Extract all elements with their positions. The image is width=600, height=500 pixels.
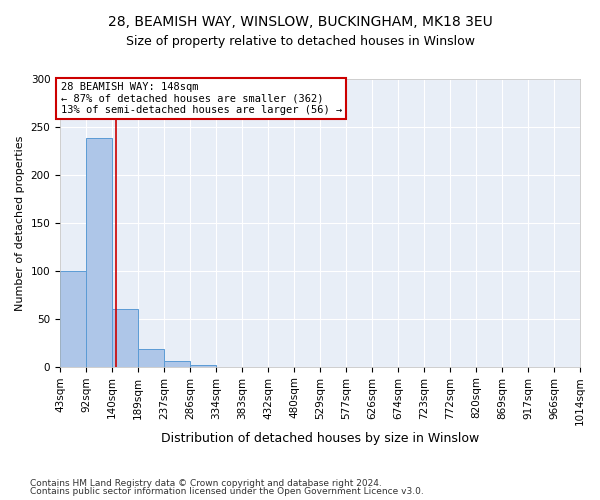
- Bar: [60, 271, 86, 366]
- Text: 28 BEAMISH WAY: 148sqm
← 87% of detached houses are smaller (362)
13% of semi-de: 28 BEAMISH WAY: 148sqm ← 87% of detached…: [61, 82, 342, 115]
- Text: 28, BEAMISH WAY, WINSLOW, BUCKINGHAM, MK18 3EU: 28, BEAMISH WAY, WINSLOW, BUCKINGHAM, MK…: [107, 15, 493, 29]
- Y-axis label: Number of detached properties: Number of detached properties: [15, 135, 25, 310]
- Text: Contains HM Land Registry data © Crown copyright and database right 2024.: Contains HM Land Registry data © Crown c…: [30, 478, 382, 488]
- Bar: [190, 365, 216, 366]
- Bar: [112, 309, 138, 366]
- Text: Size of property relative to detached houses in Winslow: Size of property relative to detached ho…: [125, 35, 475, 48]
- Bar: [138, 350, 164, 366]
- X-axis label: Distribution of detached houses by size in Winslow: Distribution of detached houses by size …: [161, 432, 479, 445]
- Text: Contains public sector information licensed under the Open Government Licence v3: Contains public sector information licen…: [30, 487, 424, 496]
- Bar: [86, 138, 112, 366]
- Bar: [164, 361, 190, 366]
